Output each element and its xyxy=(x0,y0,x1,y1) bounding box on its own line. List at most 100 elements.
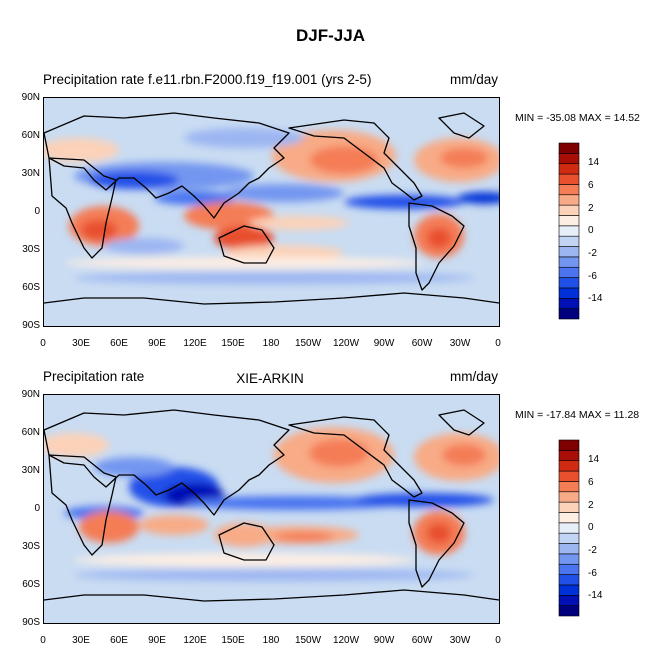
panel-2-ytick: 0 xyxy=(34,503,40,514)
panel-2-colorbar xyxy=(558,439,580,617)
colorbar-swatch xyxy=(558,491,580,503)
colorbar-swatch xyxy=(558,194,580,206)
colorbar-swatch xyxy=(558,512,580,524)
colorbar-swatch xyxy=(558,553,580,565)
panel-2-center-label: XIE-ARKIN xyxy=(236,371,304,386)
panel-2-map xyxy=(43,394,500,624)
panel-1-xtick: 30W xyxy=(449,338,471,349)
panel-2-minmax: MIN = -17.84 MAX = 11.28 xyxy=(515,409,640,421)
panel-1-xtick: 0 xyxy=(495,338,501,349)
panel-1-cb-label: 6 xyxy=(588,180,594,191)
panel-2-xtick: 0 xyxy=(40,635,46,646)
panel-2-units: mm/day xyxy=(449,369,498,384)
colorbar-swatch xyxy=(558,501,580,513)
panel-2-ytick: 90N xyxy=(21,389,40,400)
panel-1-map xyxy=(43,97,500,327)
panel-2-xtick: 30W xyxy=(449,635,471,646)
panel-1-xtick: 0 xyxy=(40,338,46,349)
colorbar-swatch xyxy=(558,184,580,196)
colorbar-swatch xyxy=(558,594,580,606)
panel-2-xtick: 90W xyxy=(373,635,395,646)
colorbar-swatch xyxy=(558,142,580,154)
colorbar-swatch xyxy=(558,460,580,472)
panel-1-xtick: 90W xyxy=(373,338,395,349)
panel-1-cb-label: -2 xyxy=(588,248,597,259)
panel-1-xtick: 90E xyxy=(148,338,166,349)
colorbar-swatch xyxy=(558,256,580,268)
panel-1-xtick: 150W xyxy=(294,338,322,349)
colorbar-swatch xyxy=(558,470,580,482)
colorbar-swatch xyxy=(558,543,580,555)
panel-1-xtick: 60W xyxy=(411,338,433,349)
colorbar-swatch xyxy=(558,481,580,493)
colorbar-swatch xyxy=(558,287,580,299)
panel-2-xtick: 90E xyxy=(148,635,166,646)
colorbar-swatch xyxy=(558,266,580,278)
panel-2-cb-label: 6 xyxy=(588,477,594,488)
panel-2-ytick: 60S xyxy=(22,579,40,590)
colorbar-swatch xyxy=(558,439,580,451)
colorbar-swatch xyxy=(558,246,580,258)
colorbar-swatch xyxy=(558,532,580,544)
panel-2-cb-label: -2 xyxy=(588,545,597,556)
colorbar-swatch xyxy=(558,584,580,596)
panel-2-ytick: 30N xyxy=(21,465,40,476)
panel-2-xtick: 180 xyxy=(262,635,280,646)
panel-1-cb-label: -14 xyxy=(588,293,603,304)
panel-1-ytick: 60S xyxy=(22,282,40,293)
colorbar-swatch xyxy=(558,215,580,227)
colorbar-swatch xyxy=(558,173,580,185)
panel-1-ytick: 90N xyxy=(21,92,40,103)
colorbar-swatch xyxy=(558,522,580,534)
panel-2-xtick: 150W xyxy=(294,635,322,646)
panel-1-ytick: 30S xyxy=(22,244,40,255)
panel-1-ytick: 30N xyxy=(21,168,40,179)
colorbar-swatch xyxy=(558,297,580,309)
panel-2-cb-label: 2 xyxy=(588,500,594,511)
colorbar-swatch xyxy=(558,235,580,247)
panel-1-xtick: 120E xyxy=(183,338,207,349)
panel-2-ytick: 60N xyxy=(21,427,40,438)
colorbar-swatch xyxy=(558,204,580,216)
panel-1-xtick: 180 xyxy=(262,338,280,349)
panel-1-colorbar xyxy=(558,142,580,320)
panel-1-xtick: 120W xyxy=(332,338,360,349)
colorbar-swatch xyxy=(558,225,580,237)
panel-2-xtick: 120W xyxy=(332,635,360,646)
panel-1-cb-label: 2 xyxy=(588,203,594,214)
panel-1-units: mm/day xyxy=(449,72,498,87)
colorbar-swatch xyxy=(558,153,580,165)
panel-1-xtick: 60E xyxy=(110,338,128,349)
panel-2-xtick: 60E xyxy=(110,635,128,646)
panel-2-cb-label: -6 xyxy=(588,568,597,579)
panel-1-cb-label: 14 xyxy=(588,157,600,168)
panel-1-cb-label: -6 xyxy=(588,271,597,282)
panel-2-ytick: 90S xyxy=(22,617,40,628)
colorbar-swatch xyxy=(558,308,580,320)
panel-1-ytick: 0 xyxy=(34,206,40,217)
figure-title: DJF-JJA xyxy=(296,26,365,45)
colorbar-swatch xyxy=(558,574,580,586)
panel-1-title: Precipitation rate f.e11.rbn.F2000.f19_f… xyxy=(43,72,372,87)
panel-2-cb-label: 14 xyxy=(588,454,600,465)
colorbar-swatch xyxy=(558,450,580,462)
panel-1-ytick: 60N xyxy=(21,130,40,141)
panel-1-ytick: 90S xyxy=(22,320,40,331)
colorbar-swatch xyxy=(558,163,580,175)
panel-2-cb-label: 0 xyxy=(588,522,594,533)
panel-2-title: Precipitation rate xyxy=(43,369,145,384)
colorbar-swatch xyxy=(558,563,580,575)
panel-1-cb-label: 0 xyxy=(588,225,594,236)
panel-2-xtick: 30E xyxy=(72,635,90,646)
panel-1-minmax: MIN = -35.08 MAX = 14.52 xyxy=(515,112,640,124)
panel-2-xtick: 150E xyxy=(221,635,245,646)
panel-2-xtick: 120E xyxy=(183,635,207,646)
panel-1-xtick: 30E xyxy=(72,338,90,349)
colorbar-swatch xyxy=(558,605,580,617)
panel-2-cb-label: -14 xyxy=(588,590,603,601)
panel-2-xtick: 60W xyxy=(411,635,433,646)
panel-2-xtick: 0 xyxy=(495,635,501,646)
panel-2-ytick: 30S xyxy=(22,541,40,552)
colorbar-swatch xyxy=(558,277,580,289)
panel-1-xtick: 150E xyxy=(221,338,245,349)
